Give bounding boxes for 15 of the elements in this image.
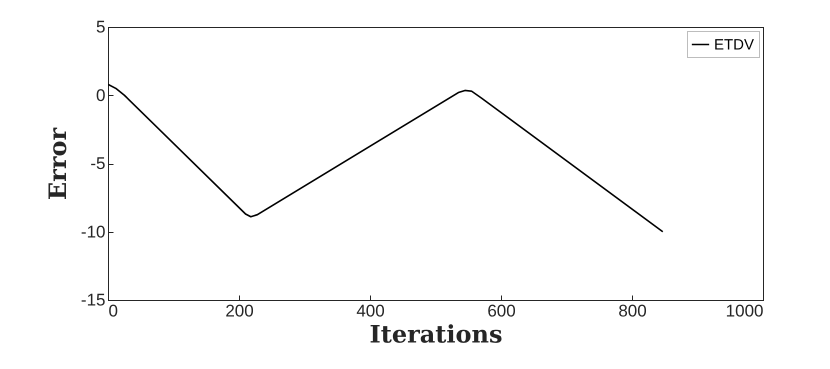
x-tick-label: 600 <box>487 302 516 320</box>
y-axis-title: Error <box>42 128 72 200</box>
legend-label: ETDV <box>714 36 754 54</box>
y-tick-label: -5 <box>90 154 106 173</box>
x-tick-label: 200 <box>225 302 254 320</box>
x-tick-label: 0 <box>108 302 118 320</box>
x-axis-title: Iterations <box>370 320 502 348</box>
x-tick-label: 400 <box>356 302 385 320</box>
y-tick-label: -10 <box>80 222 106 242</box>
x-tick-label: 800 <box>618 302 647 320</box>
x-tick-label: 1000 <box>726 302 764 320</box>
line-series <box>108 84 664 233</box>
y-tick-label: 5 <box>96 18 106 36</box>
y-tick-label: -15 <box>80 290 106 310</box>
y-tick-label: 0 <box>96 86 106 105</box>
